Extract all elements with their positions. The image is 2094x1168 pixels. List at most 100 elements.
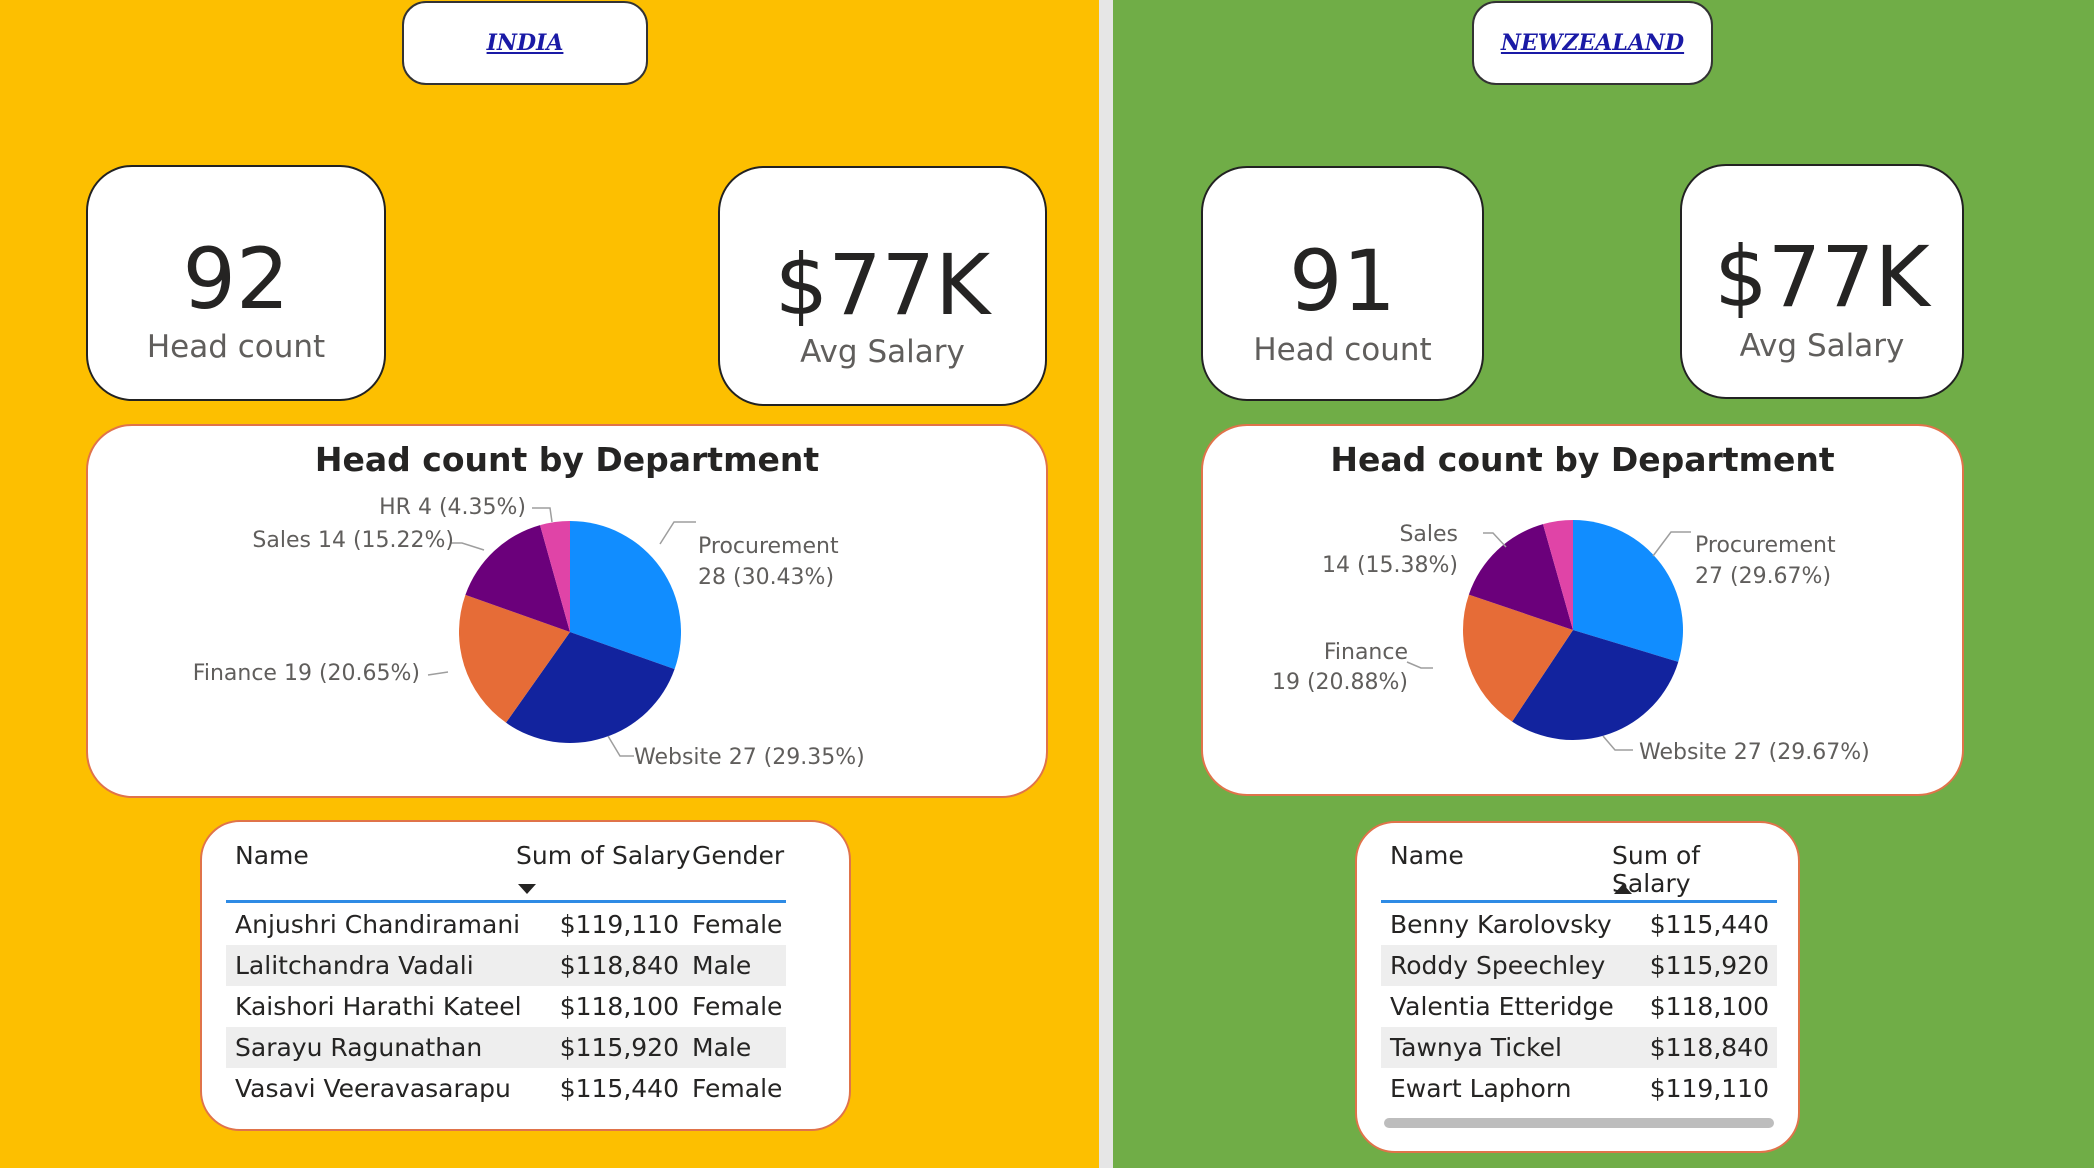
india-department-chart: Head count by Department Procurement 28 (… xyxy=(86,424,1048,798)
pie-slice-sales[interactable] xyxy=(465,525,570,632)
chart-title: Head count by Department xyxy=(314,440,820,479)
newzealand-panel: NEWZEALAND 91 Head count $77K Avg Salary… xyxy=(1113,0,2094,1168)
cell-gender: Female xyxy=(692,1074,783,1103)
data-label: 19 (20.88%) xyxy=(1272,670,1408,695)
cell-name: Valentia Etteridge xyxy=(1390,992,1614,1021)
column-header-name[interactable]: Name xyxy=(1390,841,1464,870)
cell-gender: Male xyxy=(692,951,752,980)
cell-salary: $115,920 xyxy=(1649,951,1769,980)
cell-name: Anjushri Chandiramani xyxy=(235,910,521,939)
pie-slice-website[interactable] xyxy=(1512,630,1679,740)
pie-slice-sales[interactable] xyxy=(1468,524,1573,630)
avg-salary-value: $77K xyxy=(774,236,991,334)
cell-name: Sarayu Ragunathan xyxy=(235,1033,483,1062)
cell-name: Kaishori Harathi Kateel xyxy=(235,992,522,1021)
india-link[interactable]: INDIA xyxy=(486,30,564,56)
chart-title: Head count by Department xyxy=(1330,440,1835,479)
india-headcount-card: 92 Head count xyxy=(86,165,386,401)
data-label: 28 (30.43%) xyxy=(698,565,834,590)
nz-salary-table-card: Name Sum of Salary Benny Karolovsky $115… xyxy=(1355,821,1800,1153)
leader-line xyxy=(659,521,696,545)
india-panel: INDIA 92 Head count $77K Avg Salary Head… xyxy=(0,0,1099,1168)
data-label: Procurement xyxy=(1695,533,1836,558)
avg-salary-label: Avg Salary xyxy=(1739,328,1905,364)
newzealand-link[interactable]: NEWZEALAND xyxy=(1500,30,1685,56)
leader-line xyxy=(450,542,485,551)
column-header-name[interactable]: Name xyxy=(235,841,309,870)
data-label: 14 (15.38%) xyxy=(1322,553,1458,578)
india-button[interactable]: INDIA xyxy=(402,1,648,85)
cell-gender: Female xyxy=(692,910,783,939)
cell-salary: $118,840 xyxy=(559,951,679,980)
nz-department-chart: Head count by Department Procurement 27 (… xyxy=(1201,424,1964,796)
salary-table: Name Sum of Salary Gender Anjushri Chand… xyxy=(226,842,786,1122)
pie-slice-hr[interactable] xyxy=(540,521,570,632)
cell-name: Benny Karolovsky xyxy=(1390,910,1612,939)
column-header-salary[interactable]: Sum of Salary xyxy=(516,841,691,870)
data-label: Procurement xyxy=(698,534,839,559)
leader-line xyxy=(1483,532,1507,548)
cell-salary: $118,100 xyxy=(1649,992,1769,1021)
sort-descending-icon[interactable] xyxy=(518,884,536,894)
data-label: Finance 19 (20.65%) xyxy=(193,661,420,686)
salary-table: Name Sum of Salary Benny Karolovsky $115… xyxy=(1381,842,1777,1132)
table-row[interactable]: Roddy Speechley $115,920 xyxy=(1381,945,1777,986)
nz-avg-salary-card: $77K Avg Salary xyxy=(1680,164,1964,399)
cell-salary: $115,440 xyxy=(1649,910,1769,939)
horizontal-scrollbar[interactable] xyxy=(1384,1118,1774,1128)
headcount-label: Head count xyxy=(1253,332,1432,368)
table-row[interactable]: Lalitchandra Vadali $118,840 Male xyxy=(226,945,786,986)
panel-divider xyxy=(1099,0,1113,1168)
pie-slice-procurement[interactable] xyxy=(1573,520,1683,662)
pie-slice-hr[interactable] xyxy=(1543,520,1573,630)
headcount-value: 91 xyxy=(1289,232,1396,330)
table-row[interactable]: Kaishori Harathi Kateel $118,100 Female xyxy=(226,986,786,1027)
cell-name: Roddy Speechley xyxy=(1390,951,1606,980)
department-pie-chart: Procurement 27 (29.67%) Website 27 (29.67%… xyxy=(1272,520,1870,765)
data-label: Sales xyxy=(1399,522,1458,547)
newzealand-button[interactable]: NEWZEALAND xyxy=(1472,1,1713,85)
sort-ascending-icon[interactable] xyxy=(1614,884,1632,894)
data-label: Website 27 (29.35%) xyxy=(634,745,865,770)
table-row[interactable]: Vasavi Veeravasarapu $115,440 Female xyxy=(226,1068,786,1109)
leader-line xyxy=(1602,735,1633,751)
cell-salary: $115,440 xyxy=(559,1074,679,1103)
india-salary-table-card: Name Sum of Salary Gender Anjushri Chand… xyxy=(200,820,851,1131)
cell-name: Ewart Laphorn xyxy=(1390,1074,1572,1103)
nz-headcount-card: 91 Head count xyxy=(1201,166,1484,401)
column-header-gender[interactable]: Gender xyxy=(692,841,785,870)
headcount-label: Head count xyxy=(146,329,326,365)
cell-salary: $119,110 xyxy=(1649,1074,1769,1103)
avg-salary-label: Avg Salary xyxy=(800,334,965,370)
cell-name: Lalitchandra Vadali xyxy=(235,951,474,980)
table-row[interactable]: Tawnya Tickel $118,840 xyxy=(1381,1027,1777,1068)
column-header-salary[interactable]: Sum of Salary xyxy=(1612,841,1701,898)
cell-gender: Male xyxy=(692,1033,752,1062)
cell-name: Vasavi Veeravasarapu xyxy=(235,1074,511,1103)
data-label: Website 27 (29.67%) xyxy=(1639,740,1870,765)
header-divider xyxy=(226,900,786,903)
table-row[interactable]: Valentia Etteridge $118,100 xyxy=(1381,986,1777,1027)
leader-line xyxy=(532,507,553,523)
table-row[interactable]: Ewart Laphorn $119,110 xyxy=(1381,1068,1777,1109)
department-pie-chart: Procurement 28 (30.43%) Website 27 (29.35%… xyxy=(193,495,865,770)
table-row[interactable]: Sarayu Ragunathan $115,920 Male xyxy=(226,1027,786,1068)
pie-slice-website[interactable] xyxy=(505,632,675,743)
data-label: Sales 14 (15.22%) xyxy=(252,528,454,553)
data-label: HR 4 (4.35%) xyxy=(379,495,526,520)
cell-salary: $118,100 xyxy=(559,992,679,1021)
pie-slice-finance[interactable] xyxy=(1463,594,1573,722)
leader-line xyxy=(1652,531,1691,557)
table-row[interactable]: Benny Karolovsky $115,440 xyxy=(1381,904,1777,945)
headcount-value: 92 xyxy=(182,230,290,328)
header-divider xyxy=(1381,900,1777,903)
pie-slice-procurement[interactable] xyxy=(570,521,681,670)
data-label: 27 (29.67%) xyxy=(1695,564,1831,589)
cell-name: Tawnya Tickel xyxy=(1390,1033,1562,1062)
table-row[interactable]: Anjushri Chandiramani $119,110 Female xyxy=(226,904,786,945)
pie-slice-finance[interactable] xyxy=(459,594,570,723)
cell-salary: $115,920 xyxy=(559,1033,679,1062)
cell-gender: Female xyxy=(692,992,783,1021)
india-avg-salary-card: $77K Avg Salary xyxy=(718,166,1047,406)
cell-salary: $118,840 xyxy=(1649,1033,1769,1062)
